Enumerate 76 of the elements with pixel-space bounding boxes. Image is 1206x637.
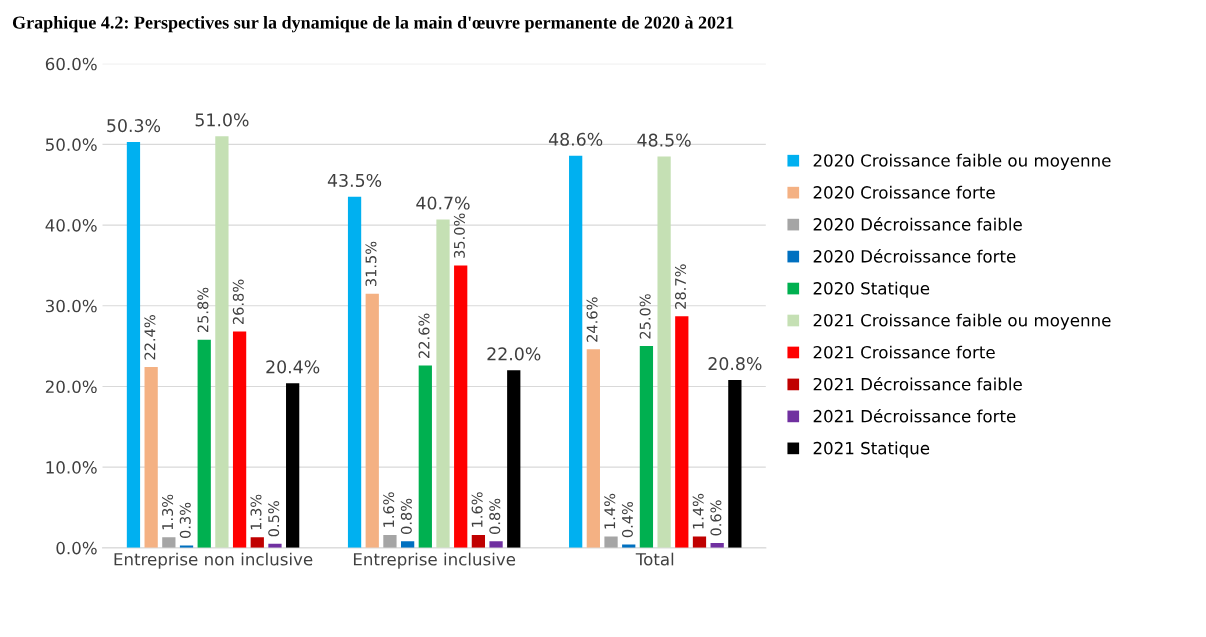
y-tick-label: 40.0% <box>45 219 97 232</box>
legend-label: 2020 Décroissance faible <box>813 217 1022 231</box>
data-label: 0.3% <box>179 502 191 538</box>
bar <box>365 293 379 548</box>
data-label: 35.0% <box>453 213 465 258</box>
data-label: 1.6% <box>383 492 395 527</box>
bar <box>675 316 689 548</box>
bar <box>569 155 583 548</box>
y-tick-label: 20.0% <box>45 380 97 394</box>
data-label: 1.4% <box>604 493 616 529</box>
bar <box>197 339 211 548</box>
y-tick-label: 50.0% <box>45 138 97 151</box>
data-label: 0.8% <box>400 498 412 534</box>
bar <box>436 219 450 548</box>
data-label: 1.4% <box>692 493 704 529</box>
y-tick-label: 10.0% <box>46 461 97 474</box>
bar <box>507 370 521 548</box>
data-label: 51.0% <box>195 113 249 127</box>
bar <box>586 349 600 548</box>
data-label: 22.0% <box>487 347 541 361</box>
legend-label: 2021 Croissance forte <box>813 345 995 359</box>
bar <box>604 536 618 548</box>
data-label: 31.5% <box>365 241 377 287</box>
bar <box>639 346 654 548</box>
bar <box>232 331 247 548</box>
data-label: 1.3% <box>250 494 262 530</box>
x-tick-label: Entreprise inclusive <box>353 552 516 569</box>
bar <box>347 196 362 548</box>
data-label: 1.6% <box>471 492 483 527</box>
data-label: 0.4% <box>621 501 633 538</box>
data-label: 22.4% <box>144 315 156 360</box>
data-label: 48.6% <box>548 132 603 146</box>
data-label: 0.8% <box>489 498 501 534</box>
legend-label: 2020 Décroissance forte <box>813 249 1016 263</box>
data-label: 0.5% <box>268 501 280 537</box>
y-tick-label: 60.0% <box>45 57 97 71</box>
bar <box>144 367 158 548</box>
data-label: 48.5% <box>637 133 691 147</box>
data-label: 0.6% <box>710 500 722 536</box>
bar <box>126 141 141 548</box>
bar <box>401 541 415 548</box>
legend-label: 2020 Statique <box>813 281 930 298</box>
data-label: 22.6% <box>418 313 430 358</box>
bar <box>489 541 503 548</box>
legend-label: 2021 Statique <box>813 441 930 458</box>
bar <box>454 265 468 548</box>
y-tick-label: 0.0% <box>56 541 97 555</box>
bar <box>383 534 397 548</box>
data-label: 20.4% <box>266 360 320 374</box>
data-label: 1.3% <box>162 494 174 530</box>
legend-label: 2020 Croissance faible ou moyenne <box>813 153 1111 170</box>
bar <box>657 156 671 548</box>
bar <box>418 365 432 548</box>
y-tick-label: 30.0% <box>45 299 97 313</box>
data-label: 20.8% <box>708 357 762 371</box>
legend-label: 2021 Croissance faible ou moyenne <box>813 313 1111 330</box>
data-label: 40.7% <box>416 196 470 210</box>
data-label: 50.3% <box>107 119 161 133</box>
data-label: 43.5% <box>327 173 382 188</box>
data-label: 26.8% <box>232 279 244 325</box>
x-tick-label: Total <box>635 552 674 566</box>
data-label: 24.6% <box>586 297 598 342</box>
bar <box>286 383 300 548</box>
chart-title: Graphique 4.2: Perspectives sur la dynamique de la main d'œuvre permanente de 2020 à 2021 <box>12 15 734 33</box>
bar <box>728 379 742 548</box>
data-label: 25.8% <box>197 287 209 333</box>
bar <box>250 537 264 548</box>
data-label: 28.7% <box>674 264 687 309</box>
bar <box>471 534 486 548</box>
bar <box>162 537 176 548</box>
legend-label: 2021 Décroissance forte <box>813 408 1016 423</box>
legend-label: 2020 Croissance forte <box>813 185 995 199</box>
x-tick-label: Entreprise non inclusive <box>114 552 313 569</box>
data-label: 25.0% <box>639 294 651 339</box>
bar <box>215 136 229 548</box>
legend-label: 2021 Décroissance faible <box>813 376 1022 391</box>
